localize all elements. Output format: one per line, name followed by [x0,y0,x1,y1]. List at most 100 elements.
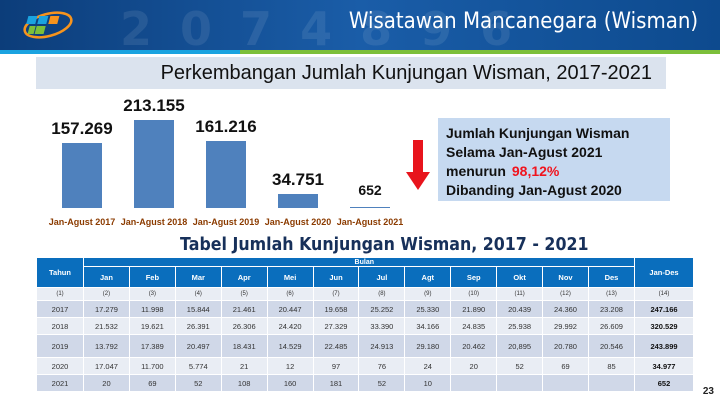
column-number: (10) [451,288,497,300]
month-cell: 69 [543,358,588,374]
table-row: 2021 20 69 52 108 160 181 52 10 652 [37,375,693,391]
total-cell: 243.899 [635,335,693,357]
page-title: Wisatawan Mancanegara (Wisman) [348,9,698,34]
year-cell: 2017 [37,301,83,317]
column-number: (6) [267,288,313,300]
info-box: Jumlah Kunjungan Wisman Selama Jan-Agust… [438,118,670,201]
bar-chart: 157.269 Jan-Agust 2017 213.155 Jan-Agust 20… [40,90,420,235]
month-cell: 20 [84,375,129,391]
info-line-1: Jumlah Kunjungan Wisman [446,125,630,141]
month-cell: 21 [221,358,267,374]
month-cell: 5.774 [175,358,221,374]
month-cell: 25.330 [405,301,451,317]
month-cell: 15.844 [175,301,221,317]
month-cell: 24.913 [359,335,405,357]
table-row: 2019 13.792 17.389 20.497 18.431 14.529 22.485… [37,335,693,357]
visits-table: Tahun Bulan Jan-Des Jan Feb Mar Apr Mei Jun Ju… [36,257,694,392]
column-number: (8) [359,288,405,300]
month-cell: 26.609 [588,318,634,334]
year-cell: 2019 [37,335,83,357]
month-cell: 52 [175,375,221,391]
month-cell: 12 [267,358,313,374]
month-cell: 19.621 [129,318,175,334]
month-cell: 20.497 [175,335,221,357]
month-cell: 29.180 [405,335,451,357]
month-cell: 17.389 [129,335,175,357]
column-number: (12) [543,288,588,300]
total-cell: 652 [635,375,693,391]
category-label: Jan-Agust 2017 [48,217,116,227]
month-cell: 21.461 [221,301,267,317]
bar-value-label: 213.155 [123,96,185,115]
month-cell: 13.792 [84,335,129,357]
bar-value-label: 652 [358,182,382,198]
month-cell: 34.166 [405,318,451,334]
month-cell [451,375,497,391]
month-cell: 160 [267,375,313,391]
month-cell: 23.208 [588,301,634,317]
total-header: Jan-Des [635,258,693,287]
category-label: Jan-Agust 2020 [264,217,332,227]
month-header: Sep [451,267,497,287]
bar [278,193,318,208]
month-cell: 25.938 [497,318,543,334]
down-arrow-icon [406,140,430,190]
month-cell: 181 [313,375,359,391]
month-header: Des [588,267,634,287]
month-group-header: Bulan [84,258,634,266]
month-cell: 21.890 [451,301,497,317]
month-cell: 20.780 [543,335,588,357]
month-cell: 19.658 [313,301,359,317]
month-cell [588,375,634,391]
month-cell: 20.462 [451,335,497,357]
month-header: Jul [359,267,405,287]
month-cell: 52 [497,358,543,374]
header-banner: 2 0 7 4 8 9 6 Wisatawan Mancanegara (Wis… [0,0,720,50]
page-number: 23 [702,386,714,397]
month-cell: 18.431 [221,335,267,357]
year-header: Tahun [37,258,83,287]
column-number: (11) [497,288,543,300]
month-cell: 11.998 [129,301,175,317]
table-title: Tabel Jumlah Kunjungan Wisman, 2017 - 20… [180,234,589,255]
month-cell: 24.360 [543,301,588,317]
bar-value-label: 157.269 [51,119,113,139]
category-label: Jan-Agust 2018 [120,217,188,227]
info-line-4: Dibanding Jan-Agust 2020 [446,182,622,198]
month-cell: 108 [221,375,267,391]
month-cell: 21.532 [84,318,129,334]
month-header: Mar [175,267,221,287]
info-line-2: Selama Jan-Agust 2021 [446,144,603,160]
month-cell: 17.279 [84,301,129,317]
month-header: Mei [267,267,313,287]
column-number: (2) [84,288,129,300]
month-header: Okt [497,267,543,287]
column-number: (7) [313,288,359,300]
month-cell: 26.391 [175,318,221,334]
month-cell: 85 [588,358,634,374]
year-cell: 2018 [37,318,83,334]
total-cell: 320.529 [635,318,693,334]
year-cell: 2020 [37,358,83,374]
total-cell: 247.166 [635,301,693,317]
column-number: (14) [635,288,693,300]
month-header: Agt [405,267,451,287]
info-line-3: menurun [446,163,506,179]
month-cell: 17.047 [84,358,129,374]
bar-value-label: 161.216 [195,117,257,137]
month-header: Jun [313,267,359,287]
accent-stripe-green [240,50,720,54]
month-cell [497,375,543,391]
month-cell: 27.329 [313,318,359,334]
bar-value-label: 34.751 [272,169,324,189]
accent-stripe-blue [0,50,240,54]
month-cell: 10 [405,375,451,391]
category-label: Jan-Agust 2019 [192,217,260,227]
month-cell: 76 [359,358,405,374]
month-cell: 25.252 [359,301,405,317]
column-number: (4) [175,288,221,300]
month-cell: 24.420 [267,318,313,334]
month-cell: 20.546 [588,335,634,357]
month-cell: 24 [405,358,451,374]
table-row: 2017 17.279 11.998 15.844 21.461 20.447 19.658… [37,301,693,317]
